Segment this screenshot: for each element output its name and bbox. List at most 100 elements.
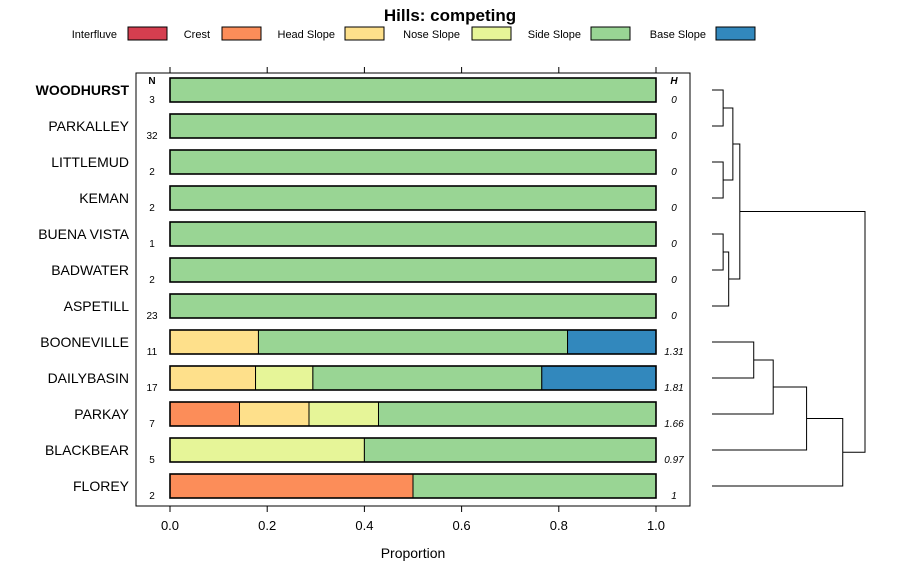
n-column-header: N bbox=[148, 76, 155, 87]
bar-outline-keman bbox=[169, 185, 657, 211]
bar-outline-buena-vista bbox=[169, 221, 657, 247]
dendrogram-branch bbox=[712, 418, 844, 487]
bar-booneville-base-slope bbox=[567, 329, 657, 355]
h-value-parkalley: 0 bbox=[671, 131, 677, 142]
bar-parkay-side-slope bbox=[377, 401, 657, 427]
bar-dailybasin-nose-slope bbox=[255, 365, 314, 391]
bar-outline-dailybasin bbox=[169, 365, 657, 391]
row-label-aspetill: ASPETILL bbox=[64, 298, 130, 314]
bar-littlemud-side-slope bbox=[169, 149, 657, 175]
row-label-littlemud: LITTLEMUD bbox=[51, 154, 129, 170]
legend: Interfluve Crest Head Slope Nose Slope Side … bbox=[72, 26, 756, 41]
h-value-blackbear: 0.97 bbox=[664, 455, 684, 466]
h-value-aspetill: 0 bbox=[671, 311, 677, 322]
bar-blackbear-side-slope bbox=[363, 437, 657, 463]
bar-outline-woodhurst bbox=[169, 77, 657, 103]
row-label-badwater: BADWATER bbox=[51, 262, 129, 278]
legend-swatch-interfluve bbox=[127, 26, 168, 41]
bar-outline-parkay bbox=[169, 401, 657, 427]
bar-outline-booneville bbox=[169, 329, 657, 355]
chart-title: Hills: competing bbox=[384, 6, 516, 25]
n-value-parkalley: 32 bbox=[146, 131, 158, 142]
legend-label-nose-slope: Nose Slope bbox=[403, 29, 460, 41]
x-tick-label: 0.0 bbox=[161, 518, 179, 533]
bar-outline-badwater bbox=[169, 257, 657, 283]
n-value-blackbear: 5 bbox=[149, 455, 155, 466]
legend-label-interfluve: Interfluve bbox=[72, 29, 117, 41]
row-label-dailybasin: DAILYBASIN bbox=[48, 370, 129, 386]
n-value-aspetill: 23 bbox=[146, 311, 158, 322]
bar-outline-florey bbox=[169, 473, 657, 499]
h-value-badwater: 0 bbox=[671, 275, 677, 286]
x-tick-label: 1.0 bbox=[647, 518, 665, 533]
legend-label-base-slope: Base Slope bbox=[650, 29, 706, 41]
row-label-florey: FLOREY bbox=[73, 478, 130, 494]
h-value-florey: 1 bbox=[671, 491, 677, 502]
dendrogram-branch bbox=[712, 251, 730, 307]
bar-booneville-head-slope bbox=[169, 329, 259, 355]
n-value-keman: 2 bbox=[149, 203, 155, 214]
x-tick-label: 0.8 bbox=[550, 518, 568, 533]
n-value-littlemud: 2 bbox=[149, 167, 155, 178]
row-label-parkalley: PARKALLEY bbox=[48, 118, 129, 134]
h-column-header: H bbox=[670, 76, 678, 87]
dendrogram-branch bbox=[723, 107, 734, 181]
bar-woodhurst-side-slope bbox=[169, 77, 657, 103]
x-tick-label: 0.4 bbox=[355, 518, 373, 533]
row-label-blackbear: BLACKBEAR bbox=[45, 442, 129, 458]
plot-frame bbox=[135, 72, 691, 507]
bar-florey-side-slope bbox=[412, 473, 657, 499]
bar-dailybasin-side-slope bbox=[312, 365, 543, 391]
dendrogram-branch bbox=[739, 211, 866, 453]
x-axis-label: Proportion bbox=[381, 545, 446, 561]
bar-dailybasin-head-slope bbox=[169, 365, 257, 391]
n-value-buena-vista: 1 bbox=[149, 239, 155, 250]
dendrogram-branch bbox=[712, 386, 808, 451]
legend-swatch-head-slope bbox=[344, 26, 385, 41]
x-tick-label: 0.6 bbox=[453, 518, 471, 533]
h-value-dailybasin: 1.81 bbox=[664, 383, 683, 394]
bar-outline-parkalley bbox=[169, 113, 657, 139]
dendrogram-branch bbox=[712, 341, 755, 379]
dendrogram-branch bbox=[712, 359, 774, 415]
legend-label-crest: Crest bbox=[184, 29, 210, 41]
bar-outline-blackbear bbox=[169, 437, 657, 463]
legend-swatch-side-slope bbox=[590, 26, 631, 41]
bar-parkay-head-slope bbox=[238, 401, 310, 427]
bar-parkay-crest bbox=[169, 401, 240, 427]
legend-swatch-base-slope bbox=[715, 26, 756, 41]
h-value-buena-vista: 0 bbox=[671, 239, 677, 250]
bar-parkalley-side-slope bbox=[169, 113, 657, 139]
bar-outline-aspetill bbox=[169, 293, 657, 319]
row-label-booneville: BOONEVILLE bbox=[40, 334, 129, 350]
n-value-florey: 2 bbox=[149, 491, 155, 502]
legend-label-side-slope: Side Slope bbox=[528, 29, 581, 41]
h-value-littlemud: 0 bbox=[671, 167, 677, 178]
bar-blackbear-nose-slope bbox=[169, 437, 365, 463]
bar-aspetill-side-slope bbox=[169, 293, 657, 319]
bar-buena-vista-side-slope bbox=[169, 221, 657, 247]
x-tick-label: 0.2 bbox=[258, 518, 276, 533]
n-value-parkay: 7 bbox=[149, 419, 155, 430]
n-value-booneville: 11 bbox=[147, 347, 158, 358]
x-axis: 0.0 0.2 0.4 0.6 0.8 1.0 bbox=[161, 67, 665, 533]
legend-label-head-slope: Head Slope bbox=[278, 29, 336, 41]
bar-florey-crest bbox=[169, 473, 414, 499]
n-value-dailybasin: 17 bbox=[146, 383, 158, 394]
row-label-buena-vista: BUENA VISTA bbox=[38, 226, 129, 242]
bar-booneville-side-slope bbox=[257, 329, 569, 355]
dendrogram-branch bbox=[712, 233, 724, 271]
n-value-woodhurst: 3 bbox=[149, 95, 155, 106]
bar-outline-littlemud bbox=[169, 149, 657, 175]
dendrogram-branch bbox=[712, 89, 724, 127]
row-label-woodhurst: WOODHURST bbox=[36, 82, 130, 98]
bar-rows: WOODHURST 3 0 PARKALLEY 32 0 LITTLEMUD 2 0 KEMAN 2… bbox=[36, 77, 684, 502]
dendrogram-branch bbox=[728, 143, 741, 280]
h-value-parkay: 1.66 bbox=[664, 419, 684, 430]
legend-swatch-crest bbox=[221, 26, 262, 41]
bar-keman-side-slope bbox=[169, 185, 657, 211]
dendrogram bbox=[712, 89, 866, 487]
legend-swatch-nose-slope bbox=[471, 26, 512, 41]
bar-dailybasin-base-slope bbox=[541, 365, 657, 391]
bar-badwater-side-slope bbox=[169, 257, 657, 283]
